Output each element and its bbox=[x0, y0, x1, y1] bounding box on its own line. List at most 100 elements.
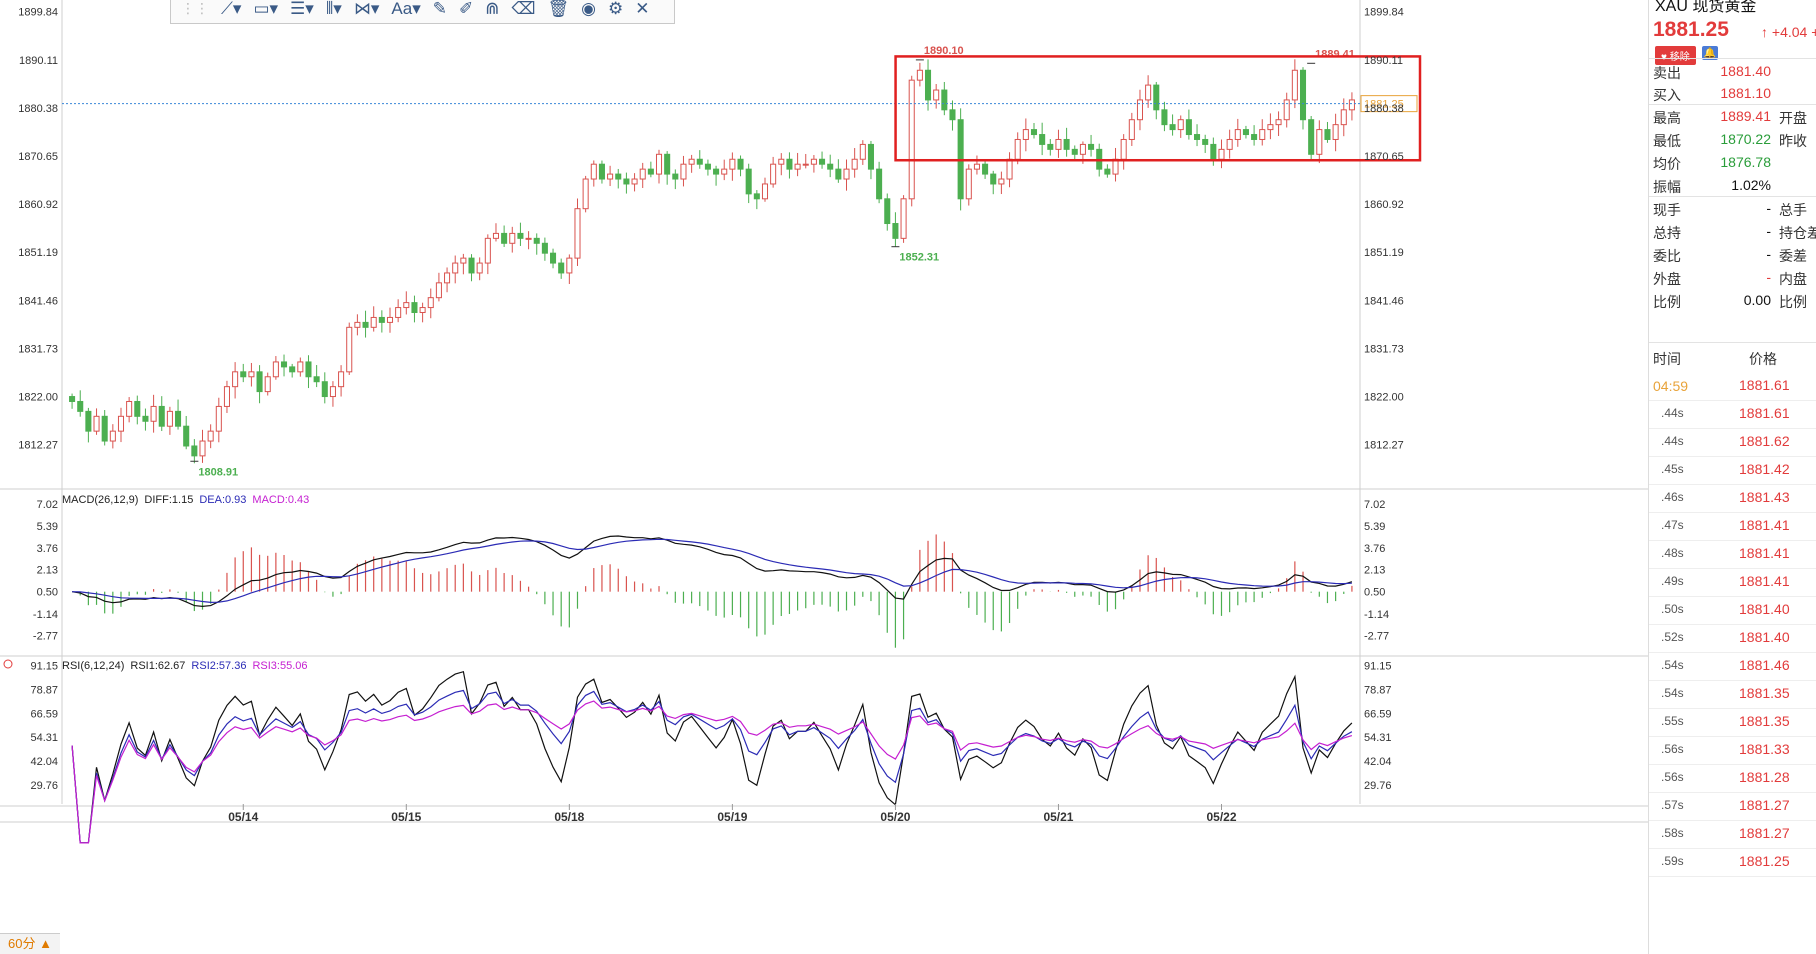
parallel-tool-icon[interactable]: ⦀▾ bbox=[325, 0, 342, 18]
candle-body bbox=[142, 415, 149, 422]
macd-tick-label: 3.76 bbox=[37, 543, 58, 555]
candle-body bbox=[607, 173, 614, 180]
macd-diff-line bbox=[72, 535, 1353, 608]
brush-tool-icon[interactable]: ✐ bbox=[458, 0, 474, 18]
price-tick-label: 1831.73 bbox=[18, 343, 58, 355]
macd-tick-label-right: 0.50 bbox=[1364, 587, 1385, 599]
candle-body bbox=[362, 321, 369, 328]
candle bbox=[819, 151, 826, 169]
rsi-tick-label-right: 91.15 bbox=[1364, 660, 1392, 672]
candle bbox=[117, 407, 125, 443]
candle-body bbox=[117, 415, 125, 432]
candle bbox=[1120, 134, 1127, 170]
candle bbox=[876, 161, 883, 204]
candle bbox=[655, 149, 663, 184]
fib-tool-icon[interactable]: ☰▾ bbox=[290, 0, 314, 18]
candle-body bbox=[1185, 119, 1192, 136]
candle-body bbox=[183, 425, 190, 447]
eye-icon[interactable]: ◉ bbox=[581, 0, 596, 18]
candle bbox=[476, 257, 483, 281]
candle-body bbox=[623, 178, 630, 185]
gear-icon[interactable]: ⚙ bbox=[607, 0, 624, 18]
tick-price: 1881.41 bbox=[1739, 545, 1790, 561]
candle bbox=[207, 424, 214, 449]
candle-body bbox=[696, 158, 703, 165]
candle bbox=[142, 408, 149, 431]
quote-row: 振幅 1.02% bbox=[1649, 174, 1816, 198]
candle-body bbox=[933, 89, 940, 101]
candle bbox=[509, 226, 516, 253]
rsi-tick-label-right: 29.76 bbox=[1364, 780, 1392, 792]
candle bbox=[183, 415, 190, 450]
rsi1-line bbox=[71, 670, 1353, 844]
candle bbox=[1226, 129, 1233, 159]
tick-time: .56s bbox=[1661, 770, 1684, 784]
candle-body bbox=[191, 445, 198, 457]
candle-body bbox=[582, 178, 589, 210]
candle-body bbox=[329, 386, 336, 398]
candle-body bbox=[631, 178, 638, 185]
price-chart[interactable]: 1890.10 1889.41 1852.31 1808.91 1881.25 MACD… bbox=[0, 0, 1650, 954]
current-price: 1881.25 bbox=[1653, 18, 1729, 41]
quote-row: 委比 - 委差 bbox=[1649, 243, 1816, 267]
bell-icon[interactable]: 🔔 bbox=[1701, 46, 1718, 60]
pattern-tool-icon[interactable]: ⋈▾ bbox=[353, 0, 380, 18]
line-tool-icon[interactable]: ⟋▾ bbox=[221, 0, 242, 18]
candle bbox=[1291, 59, 1298, 109]
candle-body bbox=[338, 371, 345, 388]
magnet-tool-icon[interactable]: ⋒ bbox=[485, 0, 500, 18]
candle bbox=[973, 155, 980, 175]
candle-body bbox=[827, 163, 834, 170]
candle-body bbox=[248, 371, 255, 378]
macd-legend: MACD(26,12,9) DIFF:1.15 DEA:0.93 MACD:0.43 bbox=[62, 494, 309, 506]
candle-body bbox=[166, 410, 173, 427]
quote-label: 最低 bbox=[1653, 133, 1681, 149]
timeframe-tab[interactable]: 60分 ▲ bbox=[0, 933, 60, 954]
eraser-tool-icon[interactable]: ⌫ bbox=[511, 0, 536, 18]
price-tick-label: 1822.00 bbox=[18, 392, 58, 404]
macd-legend-item: MACD:0.43 bbox=[252, 494, 309, 506]
macd-panel: MACD(26,12,9) DIFF:1.15 DEA:0.93 MACD:0.43 bbox=[62, 494, 1353, 648]
candle-body bbox=[476, 262, 483, 274]
current-price-tag-label: 1881.25 bbox=[1364, 99, 1404, 111]
candle-body bbox=[859, 143, 866, 160]
candle bbox=[664, 151, 671, 185]
toolbar-grip-icon[interactable]: ⋮⋮ bbox=[181, 0, 209, 16]
candle-body bbox=[378, 316, 385, 323]
candle-body bbox=[1169, 124, 1176, 131]
candle-body bbox=[1153, 84, 1160, 111]
tick-row: .44s 1881.62 bbox=[1649, 428, 1816, 457]
candle-body bbox=[574, 208, 581, 259]
candle bbox=[892, 212, 899, 247]
trash-icon[interactable]: 🗑 bbox=[547, 0, 570, 18]
candle bbox=[329, 381, 336, 407]
candle-body bbox=[770, 163, 777, 185]
quote-label-2: 开盘 bbox=[1779, 110, 1807, 126]
rsi-legend-item: RSI(6,12,24) bbox=[62, 660, 124, 672]
candle-body bbox=[1194, 134, 1201, 140]
candle bbox=[810, 155, 817, 173]
candle bbox=[721, 159, 728, 181]
candle bbox=[615, 168, 622, 189]
candle bbox=[566, 254, 573, 285]
candle-body bbox=[1022, 129, 1029, 140]
close-icon[interactable]: ✕ bbox=[635, 0, 650, 18]
text-tool-button[interactable]: Aa▾ bbox=[391, 0, 421, 18]
tick-price: 1881.61 bbox=[1739, 405, 1790, 421]
tick-price: 1881.33 bbox=[1739, 741, 1790, 757]
tick-price: 1881.27 bbox=[1739, 797, 1790, 813]
candle-body bbox=[1104, 168, 1111, 175]
candle bbox=[101, 410, 108, 446]
shape-tool-icon[interactable]: ▭▾ bbox=[253, 0, 279, 18]
tick-time: .48s bbox=[1661, 546, 1684, 560]
tick-time: .44s bbox=[1661, 406, 1684, 420]
price-tick-label: 1841.46 bbox=[18, 295, 58, 307]
quote-label: 现手 bbox=[1653, 202, 1681, 218]
remove-watch-button[interactable]: ♥ 移除 bbox=[1655, 46, 1696, 65]
candle bbox=[827, 154, 834, 178]
quote-row: 最高 1889.41 开盘 bbox=[1649, 105, 1816, 129]
rsi-legend-item: RSI2:57.36 bbox=[191, 660, 246, 672]
candle-body bbox=[892, 223, 899, 239]
pencil-tool-icon[interactable]: ✎ bbox=[432, 0, 447, 18]
candle-body bbox=[411, 302, 418, 314]
